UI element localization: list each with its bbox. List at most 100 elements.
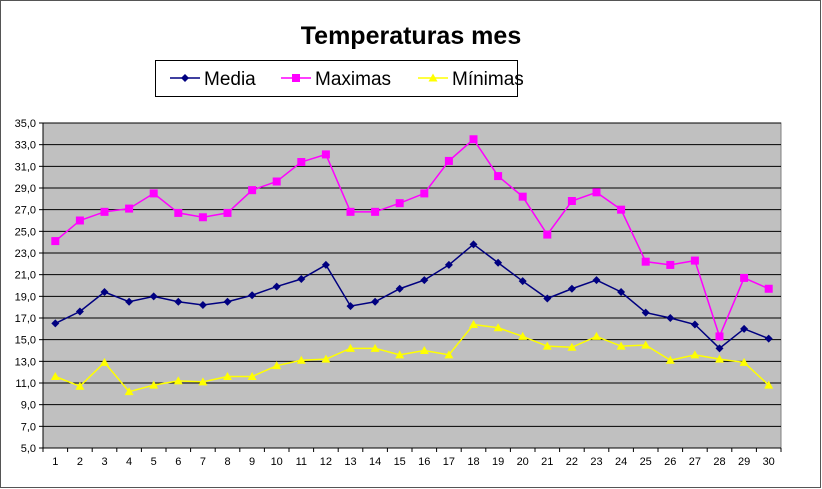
data-point-triangle [124,387,134,396]
data-point-triangle [75,381,85,390]
data-point-diamond [444,260,453,269]
x-tick-label: 5 [151,456,157,468]
data-point-square [321,150,330,159]
legend-label: Media [204,69,256,90]
data-point-triangle [542,341,552,350]
y-tick-label: 19,0 [15,291,36,303]
data-point-triangle [493,323,503,332]
data-point-square [292,74,300,82]
data-point-triangle [469,320,478,328]
data-point-diamond [100,288,109,296]
data-point-square [125,204,134,213]
x-tick-label: 1 [52,456,58,468]
data-point-diamond [346,302,355,311]
x-tick-label: 2 [77,456,83,468]
data-point-square [100,207,109,216]
data-point-diamond [395,284,404,293]
y-tick-label: 9,0 [21,400,36,412]
data-point-square [371,207,380,216]
x-tick-label: 11 [296,456,307,468]
data-point-diamond [297,275,306,283]
data-point-diamond [617,288,626,296]
data-point-diamond [181,74,189,82]
series-line [54,243,769,350]
y-tick-label: 5,0 [21,443,36,455]
series-media [51,240,773,353]
x-tick-label: 8 [224,456,230,468]
x-tick-label: 14 [369,456,381,468]
x-tick-label: 20 [517,456,529,468]
y-tick-label: 13,0 [15,356,36,368]
x-tick-label: 9 [249,456,255,468]
data-point-triangle [223,372,232,380]
data-point-square [469,135,478,144]
data-point-triangle [50,372,60,380]
x-tick-label: 6 [175,456,181,468]
x-tick-label: 7 [200,456,206,468]
x-tick-label: 24 [615,456,627,468]
chart-title: Temperaturas mes [301,22,521,50]
data-point-diamond [518,277,527,286]
data-point-diamond [494,258,503,267]
data-point-diamond [592,276,601,285]
data-point-diamond [690,320,699,329]
legend: Media Maximas Mínimas [155,60,524,97]
data-point-diamond [666,314,675,322]
data-point-triangle [173,376,183,385]
data-point-square [297,158,306,166]
data-point-square [666,260,675,269]
series-mnimas [50,320,774,396]
data-point-square [617,205,626,214]
data-point-diamond [272,282,281,291]
data-point-diamond [740,324,749,333]
data-point-square [690,256,699,265]
data-point-diamond [125,297,134,306]
data-point-triangle [616,341,626,350]
x-tick-label: 19 [492,456,504,468]
data-point-square [149,189,158,198]
data-point-triangle [346,343,355,352]
data-point-triangle [592,331,601,340]
legend-box [155,60,518,97]
data-point-triangle [739,357,749,366]
y-tick-label: 27,0 [15,205,36,217]
x-tick-label: 26 [664,456,676,468]
data-point-triangle [567,342,577,351]
series-maximas [51,135,773,341]
series-group [50,135,774,396]
axes: 5,0 7,0 9,0 11,0 13,0 15,0 17,0 19,0 21,0 23,0 25,… [15,118,782,468]
x-tick-label: 28 [713,456,725,468]
data-point-diamond [764,334,773,343]
data-point-square [764,284,773,293]
y-tick-label: 7,0 [21,421,36,433]
x-tick-label: 29 [738,456,750,468]
data-point-triangle [715,354,724,363]
x-tick-label: 10 [271,456,283,468]
data-point-triangle [690,350,700,359]
data-point-diamond [469,240,478,249]
data-point-square [75,216,84,225]
series-line [54,138,770,339]
data-point-triangle [247,372,257,380]
data-point-triangle [100,357,109,366]
legend-label: Maximas [315,69,391,90]
data-point-square [740,273,749,282]
x-tick-label: 17 [443,456,455,468]
data-point-diamond [321,260,330,269]
data-point-diamond [174,297,183,306]
y-tick-label: 17,0 [15,313,36,325]
data-point-square [223,208,232,217]
data-point-square [543,230,552,239]
data-point-square [395,199,404,208]
y-tick-label: 15,0 [15,335,36,347]
data-point-triangle [518,331,528,340]
x-tick-label: 3 [101,456,107,468]
data-point-square [51,237,60,246]
y-tick-label: 23,0 [15,248,36,260]
data-point-diamond [223,297,232,306]
data-point-triangle [764,380,774,389]
data-point-diamond [248,291,257,300]
x-tick-label: 18 [467,456,479,468]
